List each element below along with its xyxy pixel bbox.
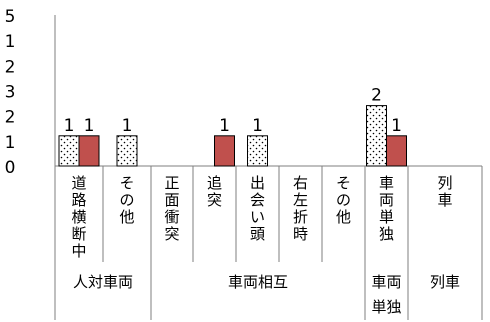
category-label: 道路横断中 <box>71 174 86 260</box>
bar <box>214 135 235 167</box>
category-label: 出会い頭 <box>250 174 265 243</box>
group-label: 車両単独 <box>371 273 401 316</box>
data-label: 1 <box>84 116 95 136</box>
category-label: 正面衝突 <box>164 174 179 243</box>
bar <box>78 135 100 167</box>
category-label: 車両単独 <box>379 174 394 243</box>
data-label: 1 <box>252 116 263 136</box>
category-label: その他 <box>119 174 134 226</box>
y-tick-label: 2 <box>5 57 16 77</box>
y-tick-label: 1 <box>5 133 16 153</box>
y-tick-label: 0 <box>5 158 16 178</box>
category-label: 列車 <box>437 174 452 209</box>
category-label: 右左折時 <box>293 174 308 243</box>
y-tick-label: 2 <box>5 108 16 128</box>
y-tick-label: 1 <box>5 32 16 52</box>
data-label: 2 <box>371 86 382 106</box>
group-label: 車両相互 <box>228 273 288 291</box>
bar <box>247 135 268 167</box>
y-tick-label: 5 <box>5 7 16 27</box>
bar <box>386 135 407 167</box>
category-label: その他 <box>336 174 351 226</box>
bar <box>58 135 80 167</box>
bar <box>366 105 387 167</box>
data-label: 1 <box>391 116 402 136</box>
y-tick-label: 3 <box>5 83 16 103</box>
bar <box>116 135 138 167</box>
data-label: 1 <box>122 116 133 136</box>
group-label: 列車 <box>430 273 460 291</box>
data-label: 1 <box>64 116 75 136</box>
group-label: 人対車両 <box>73 273 133 291</box>
data-label: 1 <box>219 116 230 136</box>
category-label: 追突 <box>207 174 222 209</box>
